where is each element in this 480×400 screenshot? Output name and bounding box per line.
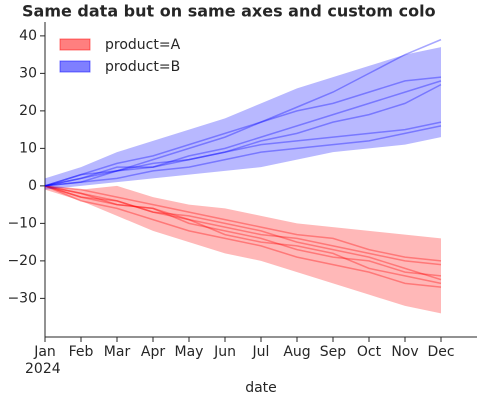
line bbox=[44, 76, 442, 187]
chart-title: Same data but on same axes and custom co… bbox=[22, 2, 436, 21]
line bbox=[44, 185, 442, 266]
x-tick-label: Dec bbox=[427, 344, 454, 360]
line bbox=[44, 121, 442, 187]
y-tick-label: 40 bbox=[19, 28, 37, 44]
x-tick-label: Apr bbox=[141, 344, 165, 360]
x-tick-label: Sep bbox=[320, 344, 347, 360]
x-tick-label: Aug bbox=[283, 344, 310, 360]
x-tick-label: Feb bbox=[69, 344, 94, 360]
x-tick-label: Jan bbox=[33, 344, 56, 360]
y-tick-label: 30 bbox=[19, 65, 37, 81]
line bbox=[44, 185, 442, 288]
x-tick-label: Mar bbox=[104, 344, 131, 360]
y-tick-label: −30 bbox=[7, 290, 37, 306]
line bbox=[44, 185, 442, 277]
legend-swatch bbox=[59, 38, 91, 51]
line bbox=[44, 38, 442, 187]
line bbox=[44, 80, 442, 187]
y-tick-label: −10 bbox=[7, 215, 37, 231]
x-sublabel: 2024 bbox=[25, 361, 61, 377]
line bbox=[44, 83, 442, 187]
x-tick-label: May bbox=[175, 344, 204, 360]
y-tick-label: 0 bbox=[28, 178, 37, 194]
y-tick-label: 10 bbox=[19, 140, 37, 156]
x-tick-label: Oct bbox=[357, 344, 382, 360]
line bbox=[44, 185, 442, 281]
line bbox=[44, 185, 442, 262]
band bbox=[45, 47, 441, 190]
x-tick-label: Jun bbox=[213, 344, 236, 360]
band bbox=[45, 185, 441, 314]
y-tick-label: −20 bbox=[7, 253, 37, 269]
legend-label: product=A bbox=[105, 37, 181, 53]
x-tick-label: Jul bbox=[252, 344, 270, 360]
line bbox=[44, 185, 442, 285]
x-tick-label: Nov bbox=[391, 344, 418, 360]
legend-swatch bbox=[59, 60, 91, 73]
line bbox=[44, 125, 442, 187]
y-tick-label: 20 bbox=[19, 103, 37, 119]
legend-label: product=B bbox=[105, 59, 180, 75]
x-axis-label: date bbox=[245, 380, 277, 396]
